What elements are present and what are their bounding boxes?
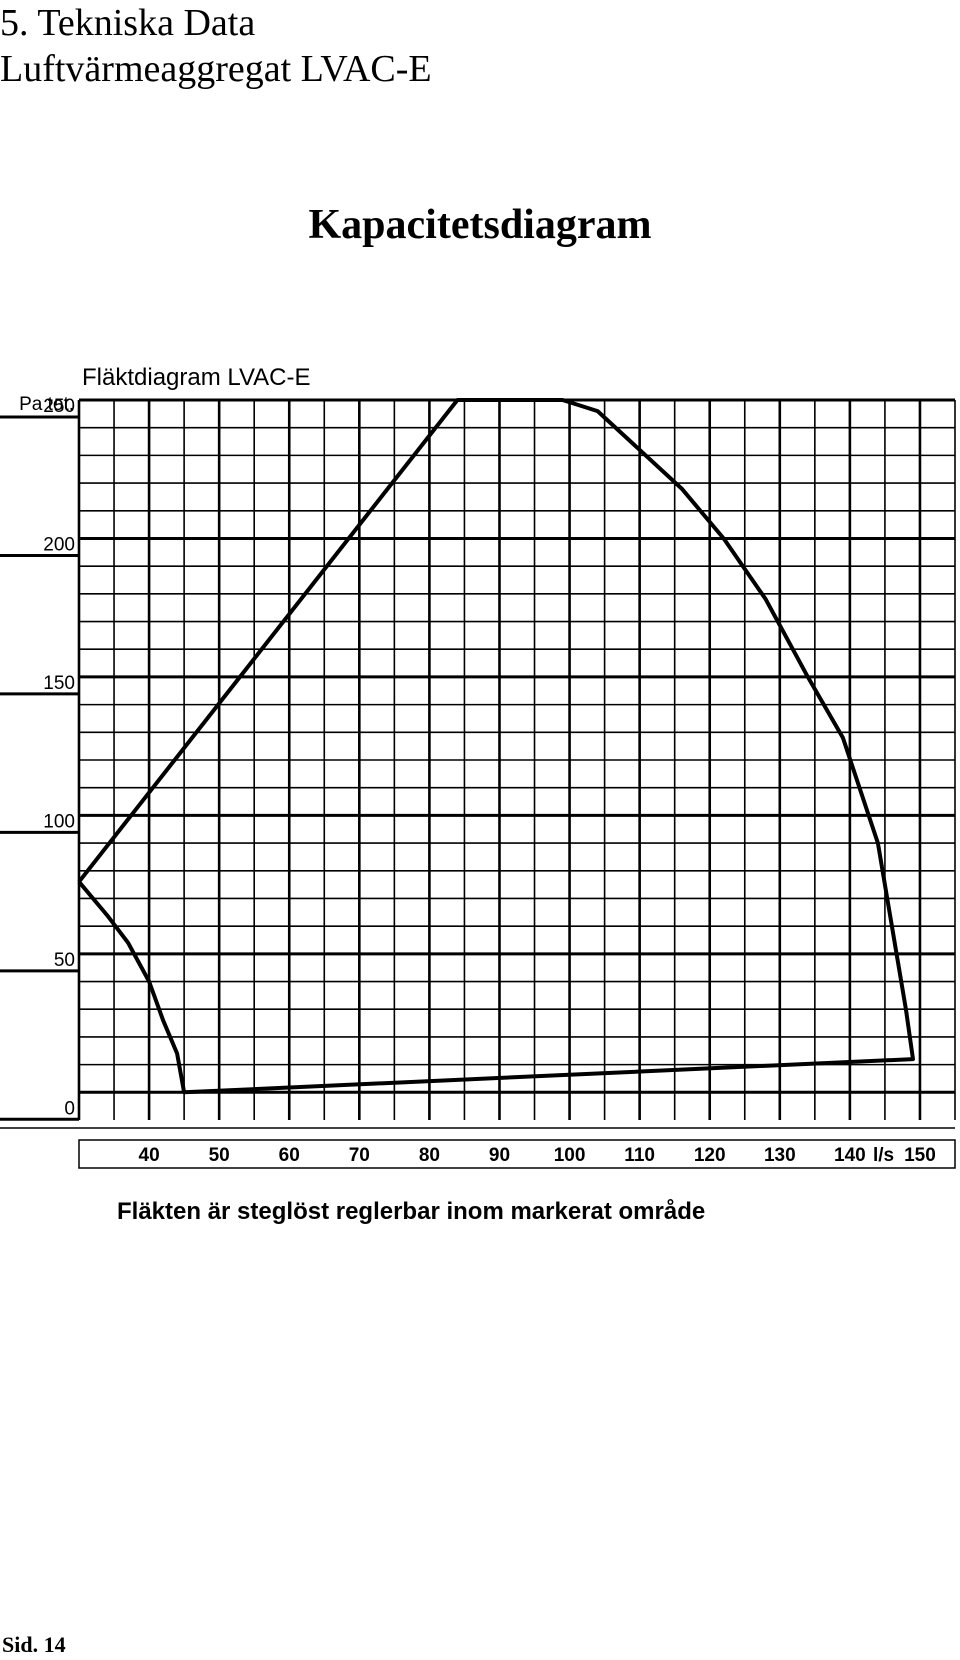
document-heading: 5. Tekniska Data Luftvärmeaggregat LVAC-… (0, 0, 432, 92)
operating-region-outline (77, 398, 915, 1095)
heading-line-1: 5. Tekniska Data (0, 2, 256, 44)
y-axis-label: Pa tot. (19, 394, 74, 415)
x-tick-label: 120 (694, 1145, 726, 1166)
y-tick-label: 200 (43, 534, 75, 555)
diagram-title: Kapacitetsdiagram (308, 202, 652, 248)
grid-major (77, 398, 955, 1120)
x-tick-label: 110 (624, 1145, 655, 1166)
y-tick-label: 100 (43, 811, 75, 832)
x-tick-label: 130 (764, 1145, 796, 1166)
x-tick-label: 40 (139, 1145, 160, 1166)
y-tick-label: 0 (64, 1098, 75, 1119)
x-tick-labels: 40 50 60 70 80 90 100 110 120 130 140 150 (139, 1145, 936, 1166)
y-tick-label: 150 (43, 673, 75, 694)
x-tick-label: 150 (904, 1145, 936, 1166)
x-tick-label: 60 (279, 1145, 300, 1166)
chart-title: Fläktdiagram LVAC-E (82, 364, 311, 391)
x-tick-label: 50 (209, 1145, 230, 1166)
x-axis-box (78, 1139, 956, 1169)
x-axis-label-box (78, 1139, 956, 1169)
x-tick-label: 140 (834, 1145, 866, 1166)
x-tick-label: 70 (349, 1145, 370, 1166)
x-tick-label: 80 (419, 1145, 440, 1166)
x-tick-label: 90 (489, 1145, 510, 1166)
fan-chart: 0 50 100 150 200 250 40 50 60 70 80 90 100 110 120 130… (0, 364, 956, 1169)
grid-minor (0, 400, 956, 1129)
y-label-rules (0, 415, 79, 1121)
heading-line-2: Luftvärmeaggregat LVAC-E (0, 48, 432, 90)
y-tick-label: 250 (43, 396, 75, 417)
x-unit-label: l/s (873, 1145, 894, 1166)
x-tick-label: 100 (554, 1145, 586, 1166)
y-tick-label: 50 (54, 950, 75, 971)
chart-caption: Fläkten är steglöst reglerbar inom marke… (117, 1198, 706, 1225)
page-number: Sid. 14 (2, 1632, 66, 1657)
y-tick-labels: 0 50 100 150 200 250 (43, 396, 75, 1119)
